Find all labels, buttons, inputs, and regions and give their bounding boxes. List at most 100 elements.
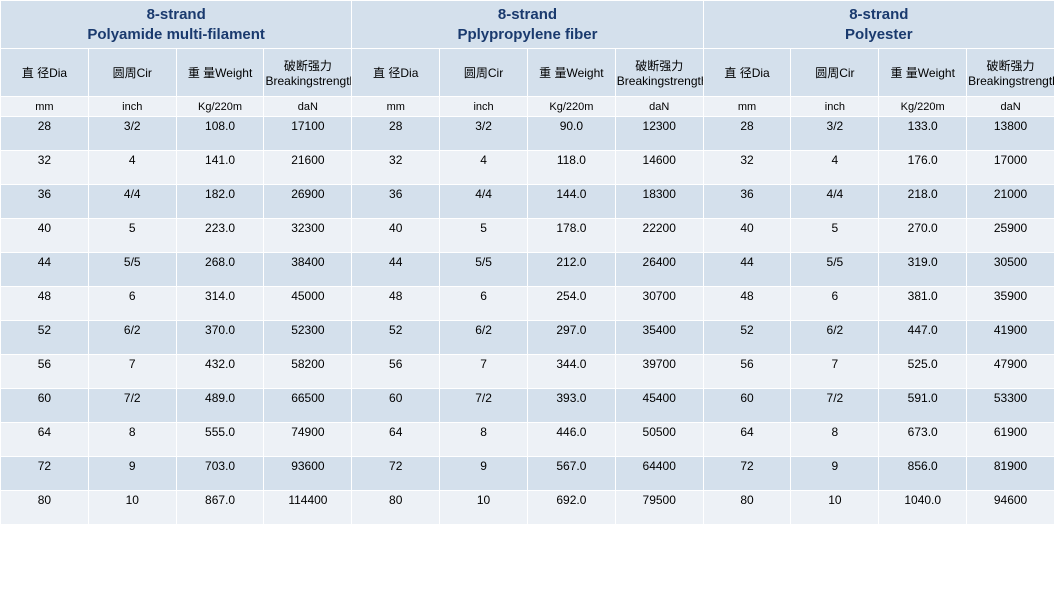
cell-0-11: 13800 (967, 117, 1055, 151)
cell-7-3: 58200 (264, 355, 352, 389)
section-title-0-l1: 8-strand (147, 6, 206, 23)
cell-1-4: 32 (352, 151, 440, 185)
section-header-1: 8-strand Pplypropylene fiber (352, 1, 703, 49)
cell-6-2: 370.0 (176, 321, 264, 355)
cell-2-9: 4/4 (791, 185, 879, 219)
table-row: 445/5268.038400445/5212.026400445/5319.0… (1, 253, 1055, 287)
section-header-row: 8-strand Polyamide multi-filament 8-stra… (1, 1, 1055, 49)
col-header-3: 破断强力Breakingstrength (264, 49, 352, 97)
cell-1-1: 4 (88, 151, 176, 185)
cell-10-2: 703.0 (176, 457, 264, 491)
unit-11: daN (967, 97, 1055, 117)
cell-3-0: 40 (1, 219, 89, 253)
cell-9-4: 64 (352, 423, 440, 457)
cell-2-11: 21000 (967, 185, 1055, 219)
cell-7-0: 56 (1, 355, 89, 389)
cell-3-9: 5 (791, 219, 879, 253)
cell-4-7: 26400 (615, 253, 703, 287)
cell-10-7: 64400 (615, 457, 703, 491)
cell-9-6: 446.0 (527, 423, 615, 457)
cell-6-10: 447.0 (879, 321, 967, 355)
section-header-0: 8-strand Polyamide multi-filament (1, 1, 352, 49)
cell-11-5: 10 (440, 491, 528, 525)
cell-6-7: 35400 (615, 321, 703, 355)
unit-5: inch (440, 97, 528, 117)
cell-10-6: 567.0 (527, 457, 615, 491)
col-header-10: 重 量Weight (879, 49, 967, 97)
cell-2-6: 144.0 (527, 185, 615, 219)
cell-5-11: 35900 (967, 287, 1055, 321)
cell-6-0: 52 (1, 321, 89, 355)
unit-0: mm (1, 97, 89, 117)
cell-6-9: 6/2 (791, 321, 879, 355)
cell-5-10: 381.0 (879, 287, 967, 321)
cell-7-2: 432.0 (176, 355, 264, 389)
unit-9: inch (791, 97, 879, 117)
cell-8-6: 393.0 (527, 389, 615, 423)
cell-3-1: 5 (88, 219, 176, 253)
col-header-8: 直 径Dia (703, 49, 791, 97)
cell-11-10: 1040.0 (879, 491, 967, 525)
cell-6-8: 52 (703, 321, 791, 355)
cell-6-1: 6/2 (88, 321, 176, 355)
cell-10-3: 93600 (264, 457, 352, 491)
unit-1: inch (88, 97, 176, 117)
cell-7-10: 525.0 (879, 355, 967, 389)
cell-1-11: 17000 (967, 151, 1055, 185)
cell-9-7: 50500 (615, 423, 703, 457)
cell-3-5: 5 (440, 219, 528, 253)
cell-11-3: 114400 (264, 491, 352, 525)
table-row: 364/4182.026900364/4144.018300364/4218.0… (1, 185, 1055, 219)
cell-8-4: 60 (352, 389, 440, 423)
cell-0-1: 3/2 (88, 117, 176, 151)
cell-2-1: 4/4 (88, 185, 176, 219)
cell-9-1: 8 (88, 423, 176, 457)
cell-4-3: 38400 (264, 253, 352, 287)
section-header-2: 8-strand Polyester (703, 1, 1054, 49)
cell-11-1: 10 (88, 491, 176, 525)
cell-8-2: 489.0 (176, 389, 264, 423)
col-header-6: 重 量Weight (527, 49, 615, 97)
cell-4-1: 5/5 (88, 253, 176, 287)
unit-4: mm (352, 97, 440, 117)
cell-1-7: 14600 (615, 151, 703, 185)
cell-11-4: 80 (352, 491, 440, 525)
cell-0-0: 28 (1, 117, 89, 151)
cell-1-3: 21600 (264, 151, 352, 185)
cell-9-8: 64 (703, 423, 791, 457)
cell-1-9: 4 (791, 151, 879, 185)
cell-5-9: 6 (791, 287, 879, 321)
cell-8-7: 45400 (615, 389, 703, 423)
cell-5-2: 314.0 (176, 287, 264, 321)
table-row: 283/2108.017100283/290.012300283/2133.01… (1, 117, 1055, 151)
cell-5-3: 45000 (264, 287, 352, 321)
cell-0-7: 12300 (615, 117, 703, 151)
cell-3-6: 178.0 (527, 219, 615, 253)
cell-6-11: 41900 (967, 321, 1055, 355)
col-header-11: 破断强力Breakingstrength (967, 49, 1055, 97)
cell-7-9: 7 (791, 355, 879, 389)
cell-10-11: 81900 (967, 457, 1055, 491)
cell-6-3: 52300 (264, 321, 352, 355)
cell-11-8: 80 (703, 491, 791, 525)
cell-6-5: 6/2 (440, 321, 528, 355)
cell-8-8: 60 (703, 389, 791, 423)
cell-4-10: 319.0 (879, 253, 967, 287)
unit-8: mm (703, 97, 791, 117)
cell-0-10: 133.0 (879, 117, 967, 151)
section-title-2-l1: 8-strand (849, 6, 908, 23)
cell-0-4: 28 (352, 117, 440, 151)
table-row: 486314.045000486254.030700486381.035900 (1, 287, 1055, 321)
cell-9-9: 8 (791, 423, 879, 457)
col-header-1: 圆周Cir (88, 49, 176, 97)
cell-8-0: 60 (1, 389, 89, 423)
cell-11-0: 80 (1, 491, 89, 525)
col-header-7: 破断强力Breakingstrength (615, 49, 703, 97)
cell-9-2: 555.0 (176, 423, 264, 457)
cell-7-1: 7 (88, 355, 176, 389)
col-header-0: 直 径Dia (1, 49, 89, 97)
cell-10-10: 856.0 (879, 457, 967, 491)
cell-3-8: 40 (703, 219, 791, 253)
cell-0-6: 90.0 (527, 117, 615, 151)
cell-2-2: 182.0 (176, 185, 264, 219)
